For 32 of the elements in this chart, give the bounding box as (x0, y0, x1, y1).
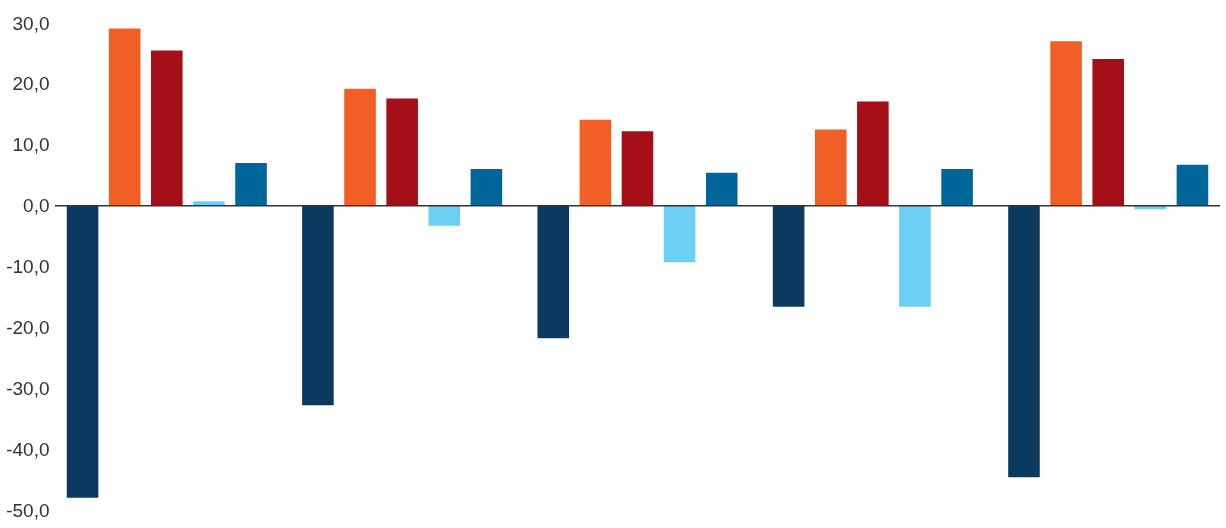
bar (470, 169, 503, 206)
bar (857, 101, 889, 206)
y-tick-label: -50,0 (6, 499, 50, 521)
bar (1176, 164, 1209, 206)
bar (386, 98, 418, 206)
bar (1050, 41, 1082, 206)
bar (941, 169, 973, 206)
bar (579, 119, 612, 206)
y-tick-label: 20,0 (12, 73, 50, 95)
bar (772, 205, 805, 307)
y-tick-label: 30,0 (12, 12, 50, 34)
y-tick-label: -20,0 (6, 316, 50, 338)
bar (302, 205, 334, 406)
y-tick-label: 0,0 (23, 195, 50, 217)
bar (621, 131, 654, 206)
bar (151, 50, 183, 206)
bar (899, 205, 931, 307)
bar (663, 205, 696, 263)
y-tick-label: -10,0 (6, 256, 50, 277)
bar (66, 205, 99, 498)
bar (537, 205, 570, 339)
y-tick-label: 10,0 (12, 134, 50, 156)
bar (235, 163, 267, 206)
y-tick-label: -30,0 (6, 377, 50, 399)
bar (1008, 205, 1040, 478)
bar (428, 205, 461, 226)
bar (705, 172, 738, 206)
bar (108, 28, 141, 206)
bar (344, 88, 376, 206)
y-tick-label: -40,0 (6, 438, 50, 460)
bar (814, 129, 847, 206)
bar (1092, 58, 1124, 206)
